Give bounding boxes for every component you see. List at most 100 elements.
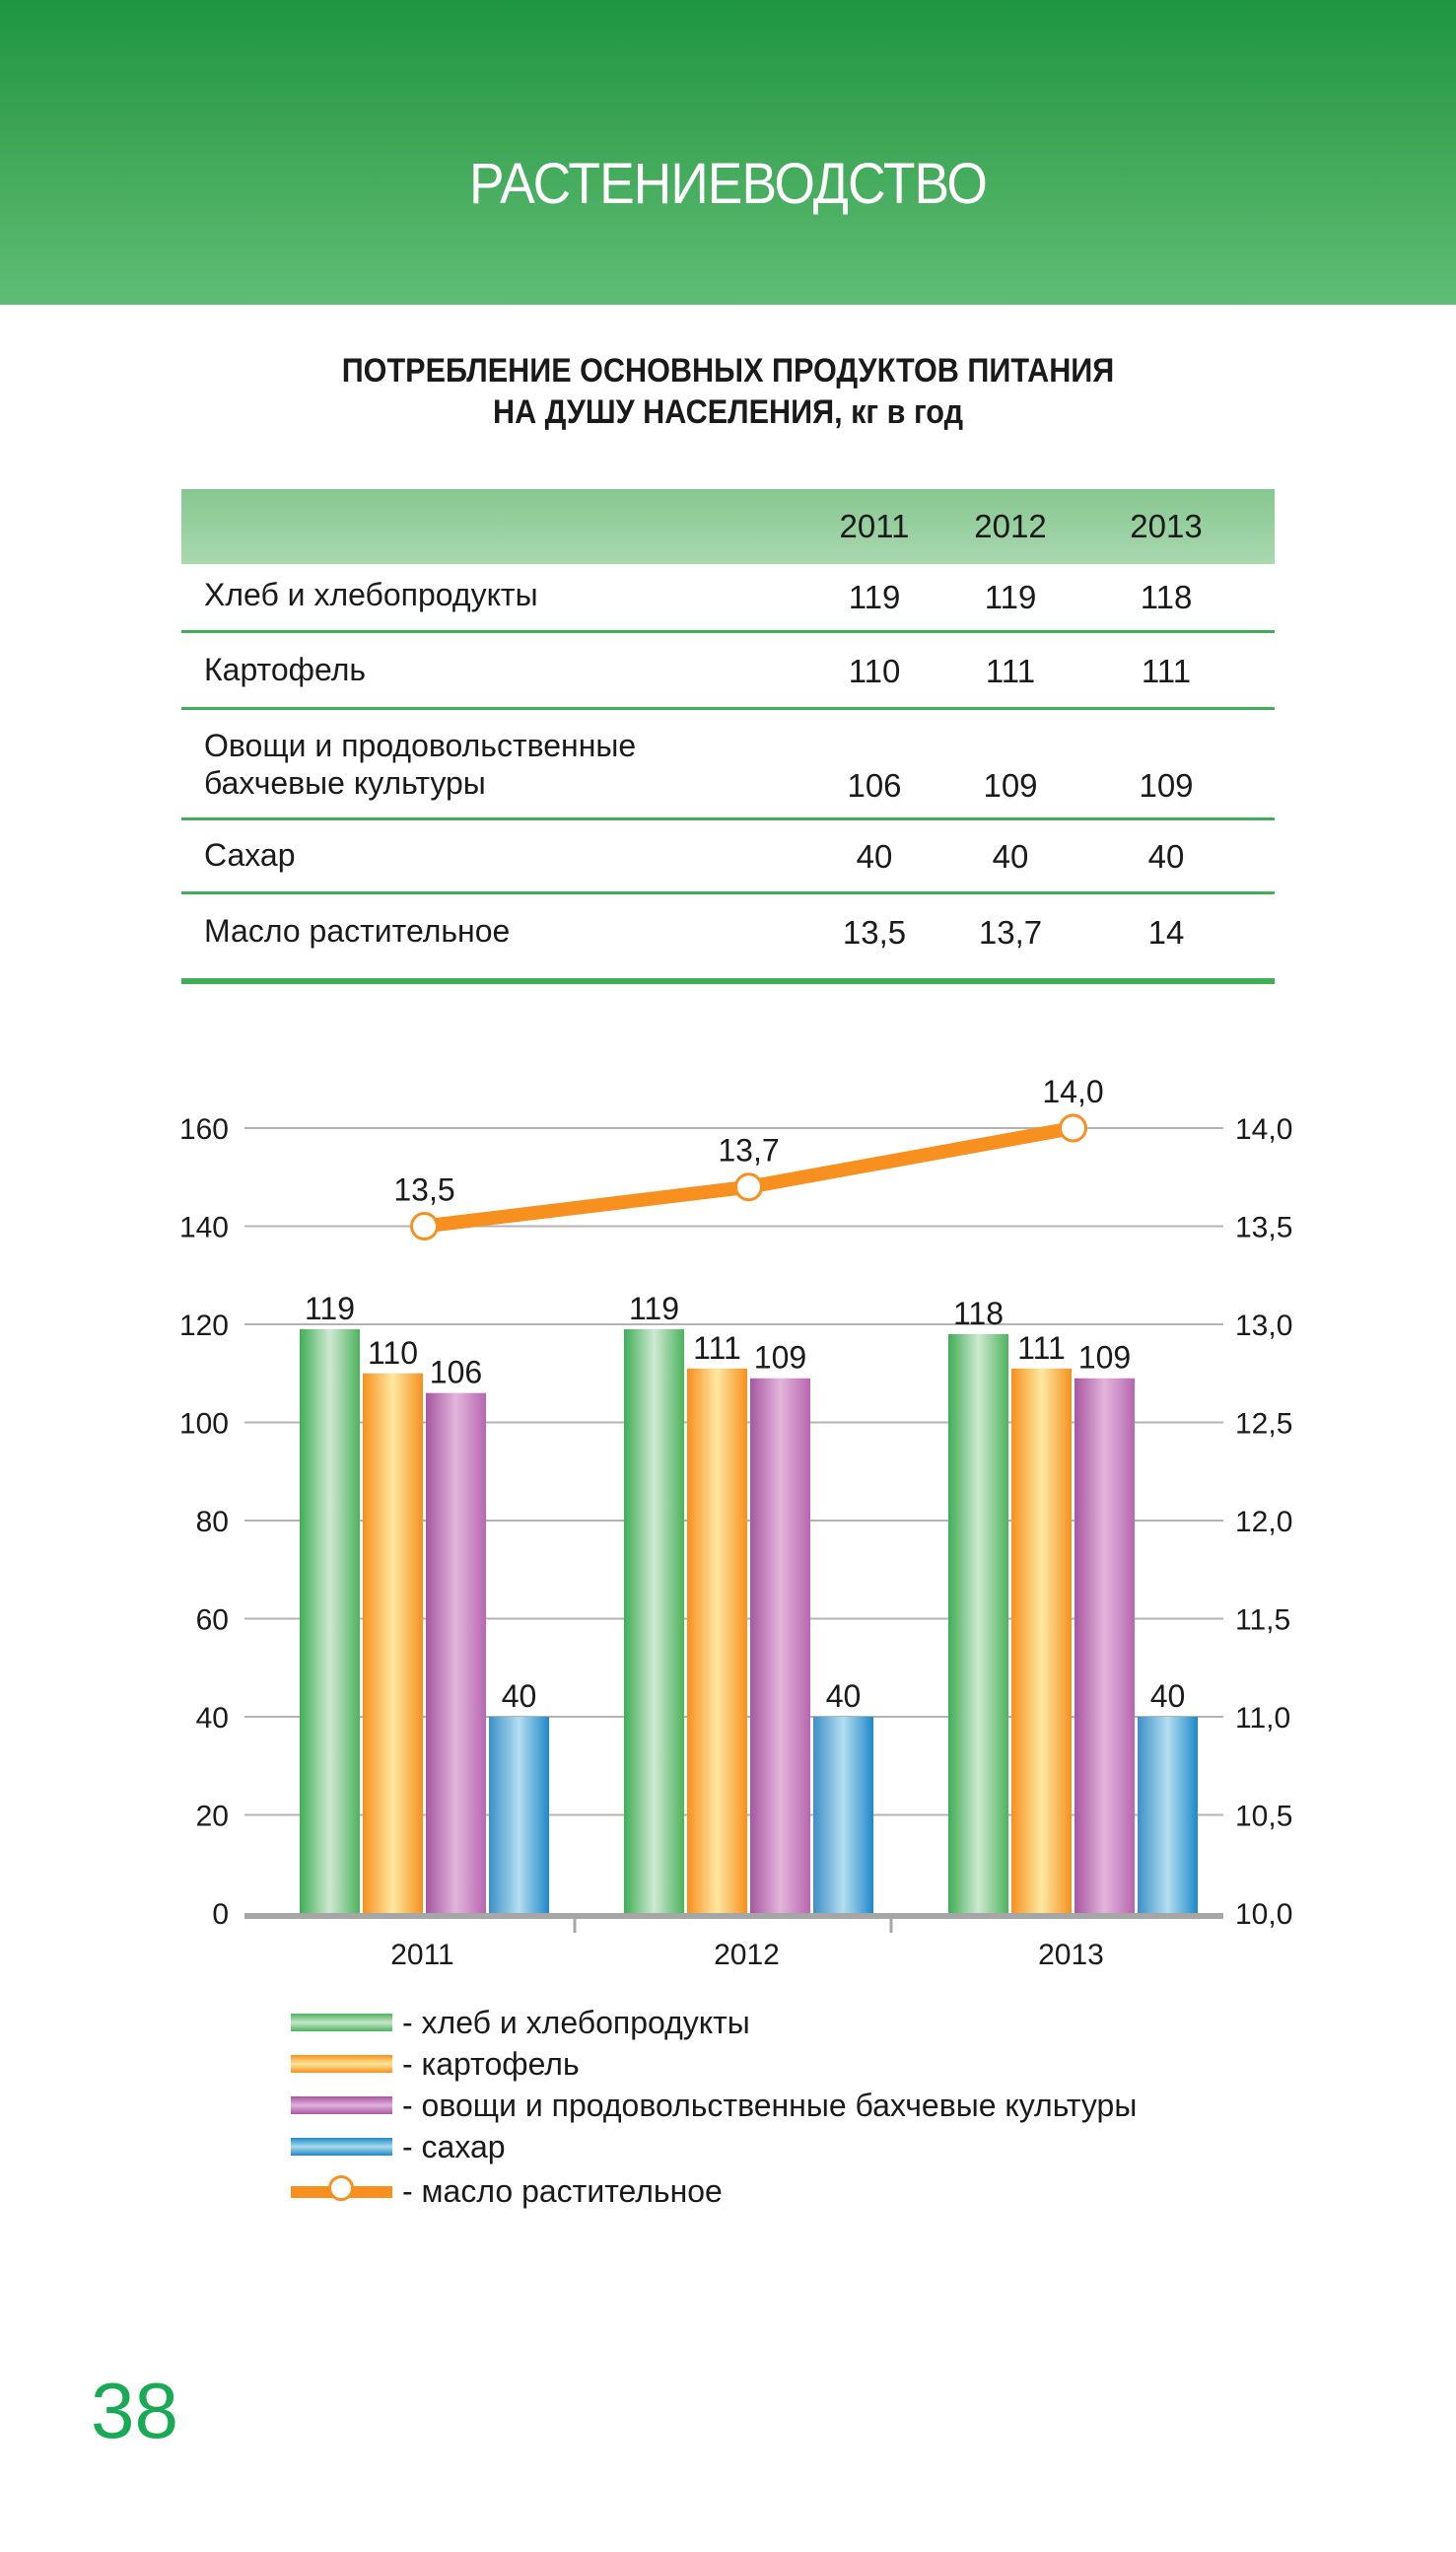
page-number: 38: [91, 2367, 178, 2454]
chart-title: ПОТРЕБЛЕНИЕ ОСНОВНЫХ ПРОДУКТОВ ПИТАНИЯ Н…: [73, 350, 1383, 433]
y2-tick-label: 11,5: [1235, 1604, 1290, 1637]
bar-value-label: 40: [1150, 1678, 1186, 1714]
cell-value: 106: [847, 767, 902, 804]
bars: [300, 1328, 1198, 1913]
y-tick-label: 20: [196, 1801, 229, 1833]
consumption-chart: 0 20 40 60 80 100 120 140 160 10,0 10,5 11,0 11,5 12,…: [179, 1074, 1292, 1971]
cell-value: 40: [992, 838, 1029, 875]
x-tick-label: 2012: [714, 1939, 780, 1971]
row-label: Масло растительное: [204, 913, 511, 949]
bar-value-label: 110: [368, 1335, 418, 1371]
legend-item-potato: - картофель: [291, 2043, 1137, 2085]
row-label: Картофель: [204, 652, 367, 687]
y-tick-label: 80: [196, 1506, 229, 1538]
legend-swatch-oil: [291, 2175, 392, 2203]
cell-value: 40: [1147, 838, 1185, 875]
cell-value: 119: [984, 579, 1037, 615]
x-tick-label: 2011: [390, 1939, 454, 1971]
table-row-bread: Хлеб и хлебопродукты 119 119 118: [181, 564, 1275, 633]
chart-title-line-1: ПОТРЕБЛЕНИЕ ОСНОВНЫХ ПРОДУКТОВ ПИТАНИЯ: [341, 352, 1115, 390]
cell-value: 119: [848, 579, 901, 615]
bar-value-label: 109: [754, 1340, 806, 1376]
legend-label: - картофель: [402, 2046, 580, 2082]
bar-value-label: 119: [629, 1291, 679, 1326]
oil-line-series: [410, 1113, 1087, 1241]
chart-legend: - хлеб и хлебопродукты - картофель - ово…: [291, 2002, 1137, 2215]
y2-tick-label: 12,5: [1235, 1408, 1292, 1441]
x-tick-label: 2013: [1038, 1939, 1104, 1971]
section-title: РАСТЕНИЕВОДСТВО: [468, 152, 988, 216]
bar-value-label: 40: [502, 1678, 537, 1714]
cell-value: 13,5: [842, 914, 907, 951]
line-value-label: 14,0: [1042, 1074, 1103, 1109]
cell-value: 109: [1139, 767, 1194, 804]
bar-potato: [363, 1373, 423, 1913]
y2-tick-label: 14,0: [1235, 1113, 1292, 1146]
y2-tick-label: 10,0: [1235, 1898, 1292, 1931]
bar-bread: [948, 1333, 1008, 1913]
header-band: РАСТЕНИЕВОДСТВО: [0, 0, 1456, 305]
table-row-potato: Картофель 110 111 111: [181, 633, 1275, 710]
oil-marker: [410, 1212, 439, 1241]
y2-tick-label: 13,5: [1235, 1212, 1292, 1244]
bar-vegetables: [750, 1378, 810, 1913]
oil-marker: [734, 1172, 763, 1202]
column-header-2011: 2011: [839, 508, 910, 544]
y-tick-label: 160: [179, 1113, 229, 1146]
bar-bread: [624, 1328, 684, 1913]
cell-value: 110: [848, 653, 901, 689]
legend-item-oil: - масло растительное: [291, 2167, 1137, 2215]
line-value-label: 13,7: [718, 1133, 779, 1169]
bar-potato: [687, 1368, 747, 1913]
data-labels: 119 119 118 110 111 111 106 109 109 40 40 40 13,5 13,…: [305, 1074, 1185, 1714]
bar-sugar: [1138, 1717, 1198, 1913]
legend-label: - хлеб и хлебопродукты: [402, 2005, 750, 2040]
bar-sugar: [489, 1717, 549, 1913]
bar-value-label: 118: [953, 1296, 1004, 1331]
y-tick-label: 0: [212, 1898, 229, 1931]
bar-value-label: 40: [826, 1678, 862, 1714]
cell-value: 118: [1140, 579, 1193, 615]
y2-tick-label: 11,0: [1235, 1702, 1290, 1735]
legend-swatch-vegetables: [291, 2096, 392, 2114]
cell-value: 40: [856, 838, 893, 875]
bar-value-label: 119: [305, 1291, 355, 1326]
cell-value: 14: [1147, 914, 1185, 951]
y2-tick-label: 13,0: [1235, 1310, 1292, 1342]
y-tick-label: 40: [196, 1702, 229, 1735]
legend-item-bread: - хлеб и хлебопродукты: [291, 2002, 1137, 2043]
bar-vegetables: [426, 1392, 486, 1913]
oil-marker: [1059, 1113, 1087, 1143]
legend-item-sugar: - сахар: [291, 2126, 1137, 2167]
legend-swatch-sugar: [291, 2138, 392, 2156]
row-label: Сахар: [204, 837, 296, 873]
cell-value: 111: [1141, 653, 1192, 689]
table-row-oil: Масло растительное 13,5 13,7 14: [181, 894, 1275, 984]
legend-marker-icon: [328, 2175, 354, 2201]
legend-item-vegetables: - овощи и продовольственные бахчевые кул…: [291, 2085, 1137, 2126]
column-header-2012: 2012: [974, 508, 1047, 544]
y-tick-label: 140: [179, 1212, 229, 1244]
legend-label: - овощи и продовольственные бахчевые кул…: [402, 2088, 1138, 2123]
legend-label: - сахар: [402, 2129, 506, 2164]
legend-label: - масло растительное: [402, 2173, 723, 2209]
y-tick-label: 100: [179, 1408, 229, 1441]
y2-tick-label: 12,0: [1235, 1506, 1292, 1538]
row-label-line-2: бахчевые культуры: [204, 765, 486, 801]
bar-value-label: 106: [430, 1355, 482, 1390]
bar-bread: [300, 1328, 360, 1913]
bar-vegetables: [1075, 1378, 1135, 1913]
y-tick-label: 120: [179, 1310, 229, 1342]
line-value-label: 13,5: [393, 1172, 454, 1208]
cell-value: 109: [983, 767, 1038, 804]
bar-value-label: 109: [1078, 1340, 1131, 1376]
column-header-2013: 2013: [1130, 508, 1203, 544]
row-label: Хлеб и хлебопродукты: [204, 577, 538, 612]
consumption-table: 2011 2012 2013 Хлеб и хлебопродукты 119 …: [181, 489, 1275, 984]
cell-value: 13,7: [978, 914, 1043, 951]
bar-value-label: 111: [693, 1330, 741, 1366]
y2-tick-label: 10,5: [1235, 1801, 1292, 1833]
row-label-line-1: Овощи и продовольственные: [204, 728, 637, 763]
legend-swatch-potato: [291, 2055, 392, 2073]
chart-title-line-2: НА ДУШУ НАСЕЛЕНИЯ, кг в год: [492, 393, 964, 431]
